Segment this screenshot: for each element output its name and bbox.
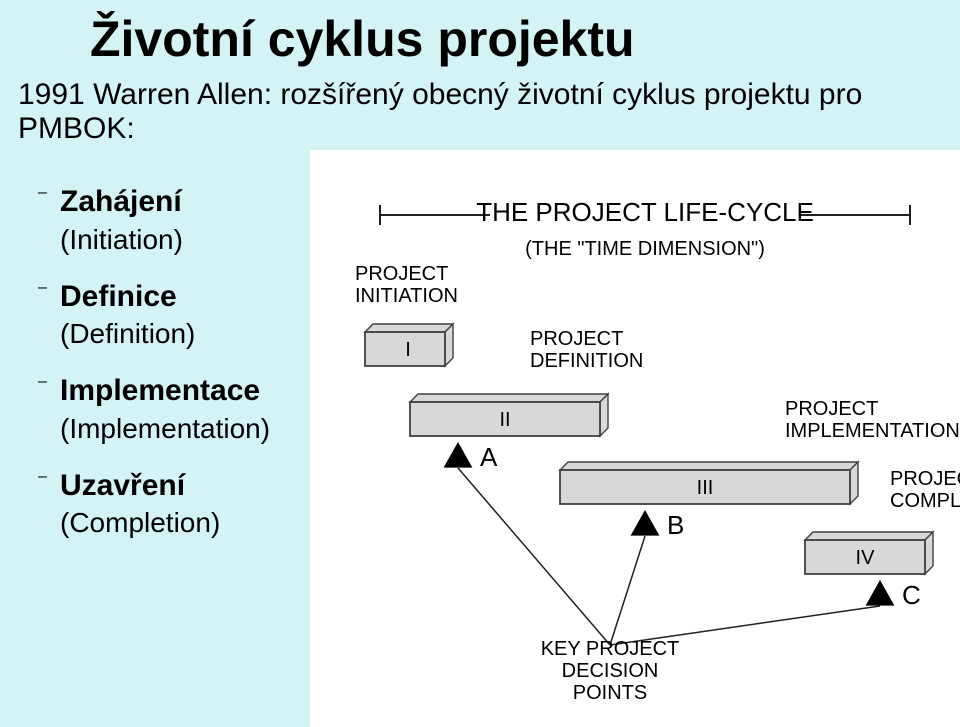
svg-text:IV: IV [856, 547, 876, 569]
svg-text:C: C [902, 580, 921, 610]
svg-text:THE PROJECT LIFE-CYCLE: THE PROJECT LIFE-CYCLE [476, 197, 814, 227]
bullet-label: Implementace [60, 374, 260, 407]
svg-text:DECISION: DECISION [562, 660, 659, 682]
bullet-item: Zahájení (Initiation) [38, 182, 270, 259]
intro-text: 1991 Warren Allen: rozšířený obecný živo… [18, 78, 948, 146]
svg-text:INITIATION: INITIATION [355, 285, 458, 307]
svg-text:KEY PROJECT: KEY PROJECT [541, 638, 680, 660]
svg-text:COMPLETION: COMPLETION [890, 490, 960, 512]
bullet-label: Definice [60, 280, 177, 313]
svg-text:PROJECT: PROJECT [355, 263, 448, 285]
svg-text:DEFINITION: DEFINITION [530, 350, 643, 372]
diagram-svg: THE PROJECT LIFE-CYCLE (THE "TIME DIMENSI… [310, 150, 960, 727]
bullet-sub: (Completion) [60, 505, 270, 542]
bullet-item: Definice (Definition) [38, 277, 270, 354]
svg-text:PROJECT: PROJECT [890, 468, 960, 490]
svg-text:IMPLEMENTATION: IMPLEMENTATION [785, 420, 960, 442]
bullet-item: Uzavření (Completion) [38, 466, 270, 543]
bullet-label: Uzavření [60, 469, 185, 502]
bullet-sub: (Initiation) [60, 222, 270, 259]
svg-text:PROJECT: PROJECT [785, 398, 878, 420]
svg-text:II: II [499, 409, 510, 431]
bullet-sub: (Implementation) [60, 411, 270, 448]
slide: Životní cyklus projektu 1991 Warren Alle… [0, 0, 960, 727]
bullet-list: Zahájení (Initiation) Definice (Definiti… [38, 182, 270, 560]
svg-text:PROJECT: PROJECT [530, 328, 623, 350]
bullet-label: Zahájení [60, 185, 182, 218]
svg-text:A: A [480, 442, 498, 472]
svg-text:B: B [667, 510, 684, 540]
page-title: Životní cyklus projektu [90, 10, 635, 68]
svg-text:I: I [405, 339, 411, 361]
bullet-item: Implementace (Implementation) [38, 371, 270, 448]
svg-text:III: III [697, 477, 714, 499]
svg-text:(THE "TIME DIMENSION"): (THE "TIME DIMENSION") [525, 238, 765, 260]
bullet-sub: (Definition) [60, 316, 270, 353]
lifecycle-diagram: THE PROJECT LIFE-CYCLE (THE "TIME DIMENSI… [310, 150, 960, 727]
svg-text:POINTS: POINTS [573, 682, 647, 704]
